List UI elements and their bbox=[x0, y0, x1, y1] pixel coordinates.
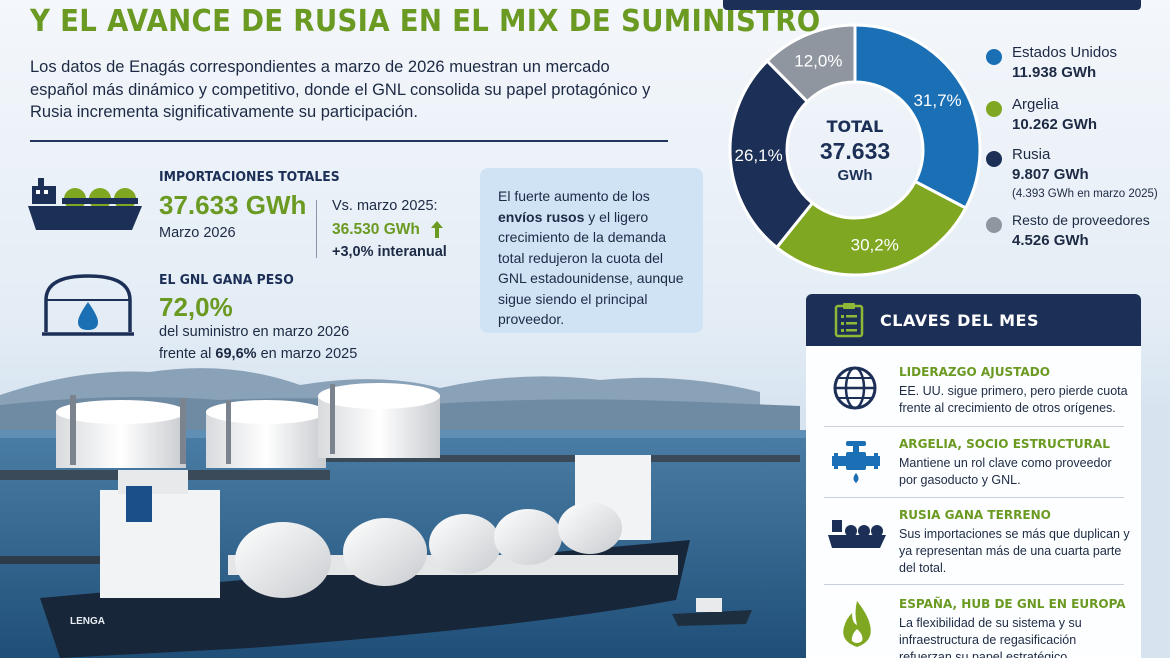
legend-value: 4.526 GWh bbox=[1012, 232, 1089, 249]
insight-callout: El fuerte aumento de los envíos rusos y … bbox=[480, 168, 703, 333]
lng-share-value: 72,0% bbox=[159, 292, 233, 322]
headline: Y EL AVANCE DE RUSIA EN EL MIX DE SUMINI… bbox=[30, 4, 821, 39]
lng-share-line2: frente al 69,6% en marzo 2025 bbox=[159, 346, 357, 362]
donut-center-unit: GWh bbox=[838, 167, 873, 184]
clave-separator bbox=[824, 584, 1124, 585]
donut-slice-label-2: 26,1% bbox=[735, 146, 783, 165]
clave-title: LIDERAZGO AJUSTADO bbox=[899, 365, 1050, 380]
compare-value: 36.530 GWh bbox=[332, 221, 420, 238]
arrow-up-icon bbox=[431, 221, 443, 238]
legend-value: 9.807 GWh bbox=[1012, 166, 1089, 183]
yoy-change: +3,0% interanual bbox=[332, 244, 447, 260]
clave-title: ARGELIA, SOCIO ESTRUCTURAL bbox=[899, 437, 1110, 452]
lede-paragraph: Los datos de Enagás correspondientes a m… bbox=[30, 58, 651, 121]
callout-text-1: El fuerte aumento de los bbox=[498, 188, 650, 204]
clave-body: La flexibilidad de su sistema y su infra… bbox=[899, 616, 1082, 658]
clipboard-checklist-icon bbox=[834, 303, 864, 338]
lng-share-line2-prefix: frente al bbox=[159, 346, 216, 362]
stat-divider bbox=[316, 200, 317, 258]
lng-share-2025-value: 69,6% bbox=[215, 346, 257, 362]
clave-separator bbox=[824, 426, 1124, 427]
donut-slice-3 bbox=[765, 23, 857, 104]
donut-slice-0 bbox=[853, 23, 982, 211]
lng-storage-tank-icon bbox=[42, 274, 134, 336]
pipeline-valve-icon bbox=[832, 441, 880, 483]
donut-slice-label-0: 31,7% bbox=[913, 91, 961, 110]
legend-note: (4.393 GWh en marzo 2025) bbox=[1012, 188, 1158, 200]
donut-slice-2 bbox=[728, 58, 815, 250]
donut-slice-1 bbox=[774, 179, 968, 277]
ship-name: LENGA bbox=[70, 616, 105, 627]
claves-title: CLAVES DEL MES bbox=[880, 311, 1039, 330]
section-divider bbox=[30, 140, 668, 142]
donut-center-total: 37.633 bbox=[820, 138, 890, 164]
legend-swatch bbox=[986, 151, 1002, 167]
legend-name: Rusia bbox=[1012, 146, 1051, 163]
callout-highlight: envíos rusos bbox=[498, 208, 585, 225]
header-bar bbox=[723, 0, 1141, 10]
globe-icon bbox=[833, 366, 877, 410]
lng-share-label: EL GNL GANA PESO bbox=[159, 272, 294, 288]
lng-share-line2-suffix: en marzo 2025 bbox=[256, 346, 358, 362]
legend-value: 10.262 GWh bbox=[1012, 116, 1098, 133]
lng-tanker-icon bbox=[28, 178, 142, 230]
clave-body: EE. UU. sigue primero, pero pierde cuota… bbox=[899, 384, 1128, 415]
compare-label: Vs. marzo 2025: bbox=[332, 198, 438, 214]
claves-panel: CLAVES DEL MES LIDERAZGO AJUSTADO EE. UU… bbox=[806, 294, 1141, 658]
clave-title: ESPAÑA, HUB DE GNL EN EUROPA bbox=[899, 597, 1126, 612]
supply-mix-donut-chart: 31,7% 30,2% 26,1% 12,0% TOTAL 37.633 GWh bbox=[728, 23, 982, 277]
legend-swatch bbox=[986, 49, 1002, 65]
claves-header: CLAVES DEL MES bbox=[806, 294, 1141, 346]
clave-body: Mantiene un rol clave como proveedor por… bbox=[899, 456, 1112, 487]
donut-slice-label-3: 12,0% bbox=[794, 52, 842, 71]
donut-center-line1: TOTAL bbox=[827, 117, 884, 136]
legend-value: 11.938 GWh bbox=[1012, 64, 1097, 81]
donut-slice-label-1: 30,2% bbox=[851, 235, 899, 254]
imports-value: 37.633 GWh bbox=[159, 190, 307, 220]
lng-tanker-icon bbox=[828, 520, 886, 548]
imports-period: Marzo 2026 bbox=[159, 225, 236, 241]
legend-name: Argelia bbox=[1012, 96, 1059, 113]
callout-text-2: y el ligero crecimiento de la demanda to… bbox=[498, 208, 684, 328]
lng-share-line1: del suministro en marzo 2026 bbox=[159, 324, 350, 340]
legend-name: Estados Unidos bbox=[1012, 44, 1118, 61]
legend-swatch bbox=[986, 101, 1002, 117]
clave-title: RUSIA GANA TERRENO bbox=[899, 508, 1051, 523]
clave-separator bbox=[824, 497, 1124, 498]
flame-icon bbox=[843, 601, 871, 647]
imports-label: IMPORTACIONES TOTALES bbox=[159, 169, 340, 185]
legend-name: Resto de proveedores bbox=[1012, 212, 1150, 228]
clave-body: Sus importaciones se más que duplican y … bbox=[899, 527, 1130, 575]
legend-swatch bbox=[986, 217, 1002, 233]
